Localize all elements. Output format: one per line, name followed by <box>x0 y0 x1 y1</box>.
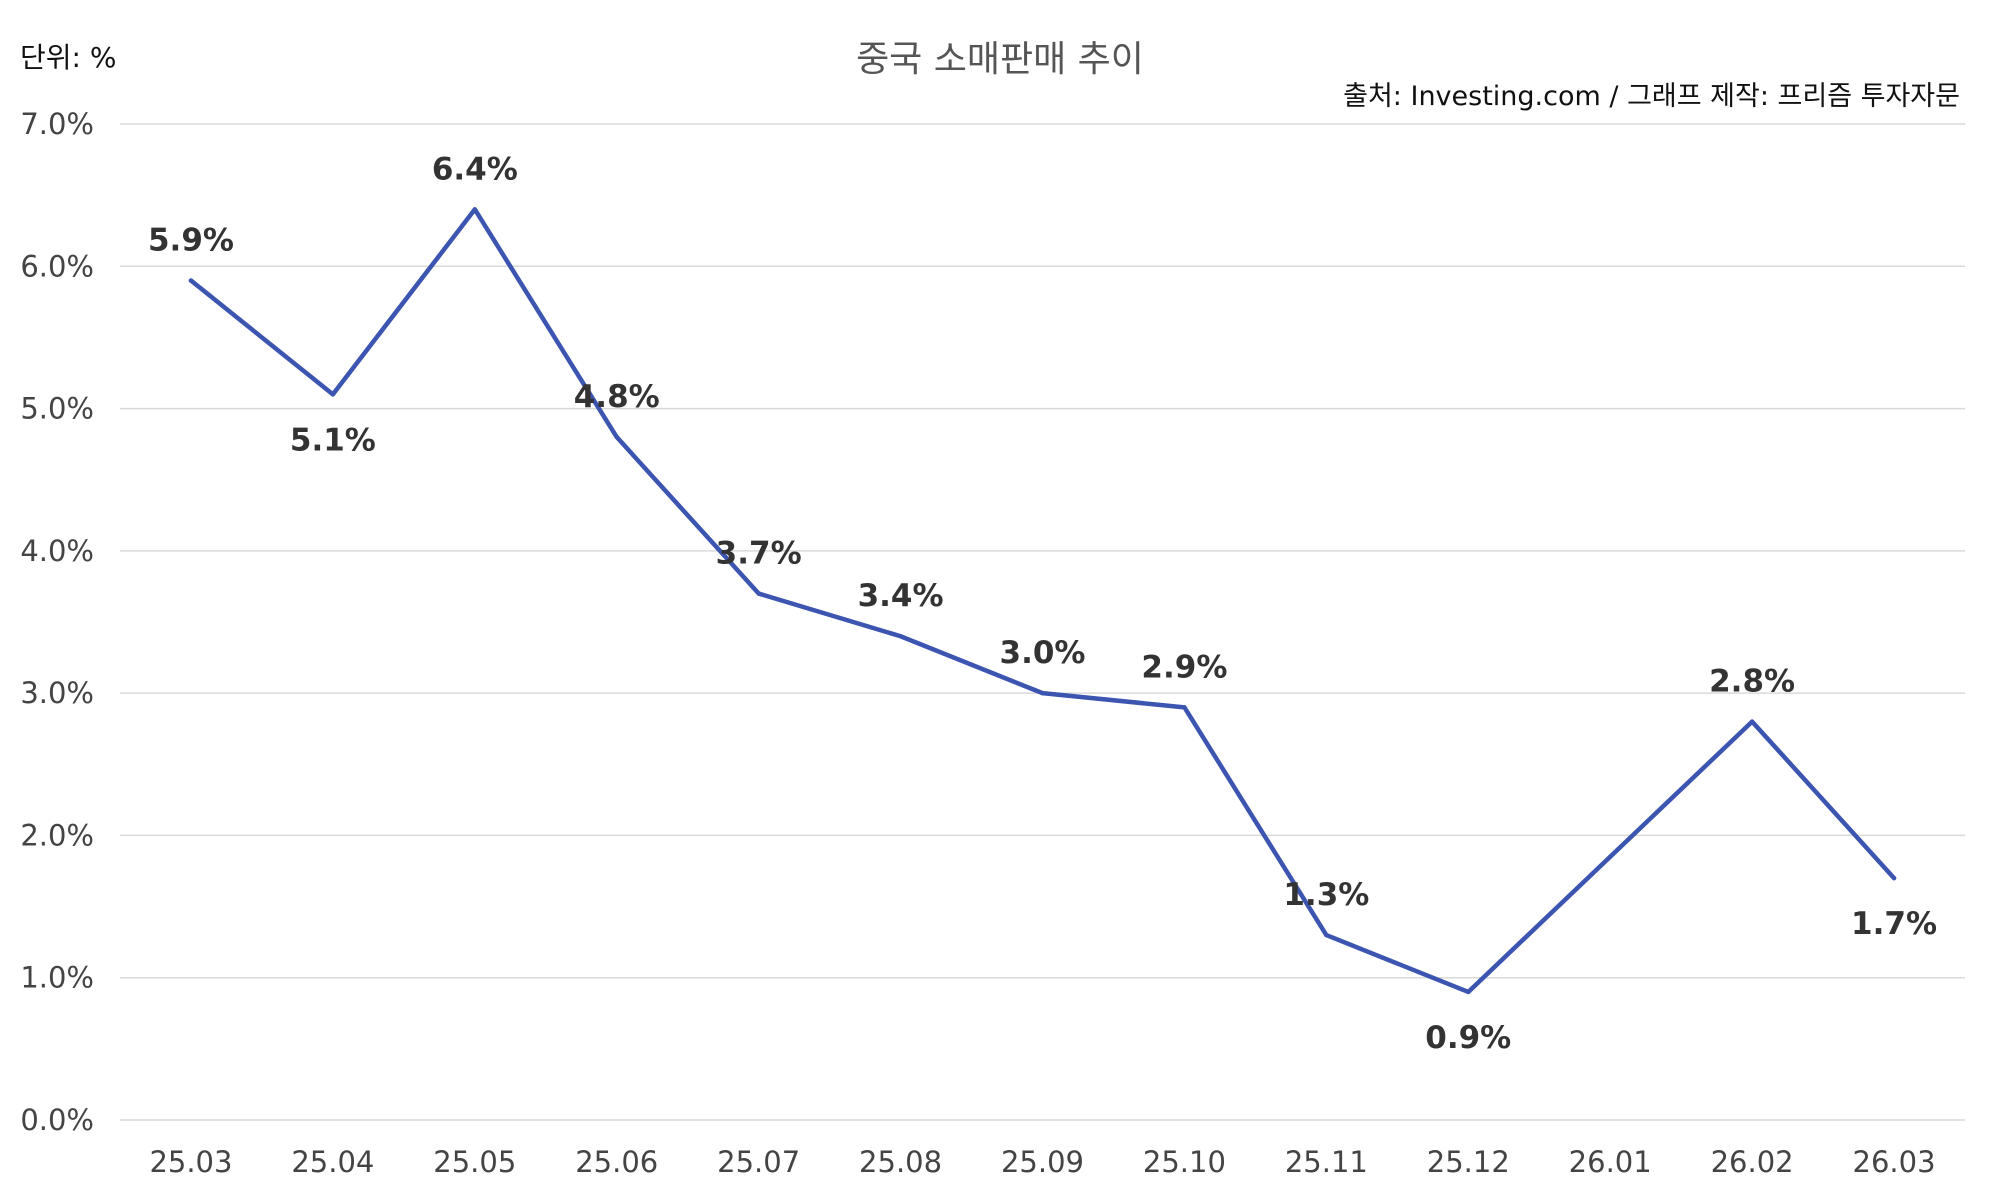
x-tick-label: 25.12 <box>1427 1145 1510 1179</box>
data-labels: 5.9% 5.1% 6.4% 4.8% 3.7% 3.4% 3.0% 2.9% 1.3% 0.9%… <box>148 151 1937 1056</box>
y-tick-label: 6.0% <box>20 249 94 283</box>
data-label: 3.4% <box>858 578 944 614</box>
data-point <box>1466 989 1471 995</box>
x-tick-label: 25.04 <box>291 1145 374 1179</box>
y-tick-label: 5.0% <box>20 392 94 426</box>
x-tick-label: 26.02 <box>1711 1145 1794 1179</box>
series-layer <box>188 207 1897 995</box>
y-tick-label: 7.0% <box>20 107 94 141</box>
y-tick-label: 4.0% <box>20 534 94 568</box>
x-tick-label: 25.09 <box>1001 1145 1084 1179</box>
data-point <box>756 591 761 596</box>
x-tick-label: 25.11 <box>1285 1145 1368 1179</box>
data-label: 4.8% <box>574 379 660 415</box>
x-tick-label: 25.10 <box>1143 1145 1226 1179</box>
unit-label: 단위: % <box>20 41 117 74</box>
data-label: 2.8% <box>1709 664 1795 700</box>
gridlines <box>120 123 1965 1121</box>
data-label: 1.7% <box>1851 906 1937 942</box>
data-point <box>898 634 903 639</box>
x-tick-label: 25.08 <box>859 1145 942 1179</box>
data-label: 3.7% <box>716 536 802 572</box>
data-point <box>1324 932 1329 938</box>
y-tick-label: 1.0% <box>20 961 94 995</box>
data-label: 3.0% <box>1000 635 1086 671</box>
data-point <box>1607 854 1613 859</box>
y-tick-label: 2.0% <box>20 818 94 852</box>
x-axis-ticks: 25.03 25.04 25.05 25.06 25.07 25.08 25.09 25.10… <box>149 1145 1935 1179</box>
data-point <box>330 392 336 397</box>
data-label: 6.4% <box>432 151 518 187</box>
x-tick-label: 25.06 <box>575 1145 658 1179</box>
data-point <box>1891 875 1897 881</box>
source-label: 출처: Investing.com / 그래프 제작: 프리즘 투자자문 <box>1343 81 1960 112</box>
y-tick-label: 0.0% <box>20 1103 94 1137</box>
data-label: 5.1% <box>290 422 376 458</box>
x-tick-label: 25.03 <box>149 1145 232 1179</box>
data-label: 5.9% <box>148 223 234 259</box>
x-tick-label: 25.05 <box>433 1145 516 1179</box>
data-point <box>614 434 619 440</box>
series-line <box>188 207 1897 995</box>
y-axis-ticks: 0.0% 1.0% 2.0% 3.0% 4.0% 5.0% 6.0% 7.0% <box>20 107 94 1137</box>
x-tick-label: 26.01 <box>1569 1145 1652 1179</box>
chart-title: 중국 소매판매 추이 <box>856 39 1144 80</box>
data-point <box>188 278 194 283</box>
x-tick-label: 26.03 <box>1853 1145 1936 1179</box>
data-point <box>1040 690 1045 696</box>
data-point <box>472 207 478 212</box>
x-tick-label: 25.07 <box>717 1145 800 1179</box>
data-label: 1.3% <box>1283 877 1369 913</box>
data-point <box>1749 719 1755 724</box>
y-tick-label: 3.0% <box>20 676 94 710</box>
data-label: 2.9% <box>1141 649 1227 685</box>
data-point <box>1182 705 1187 710</box>
data-label: 0.9% <box>1425 1020 1511 1056</box>
